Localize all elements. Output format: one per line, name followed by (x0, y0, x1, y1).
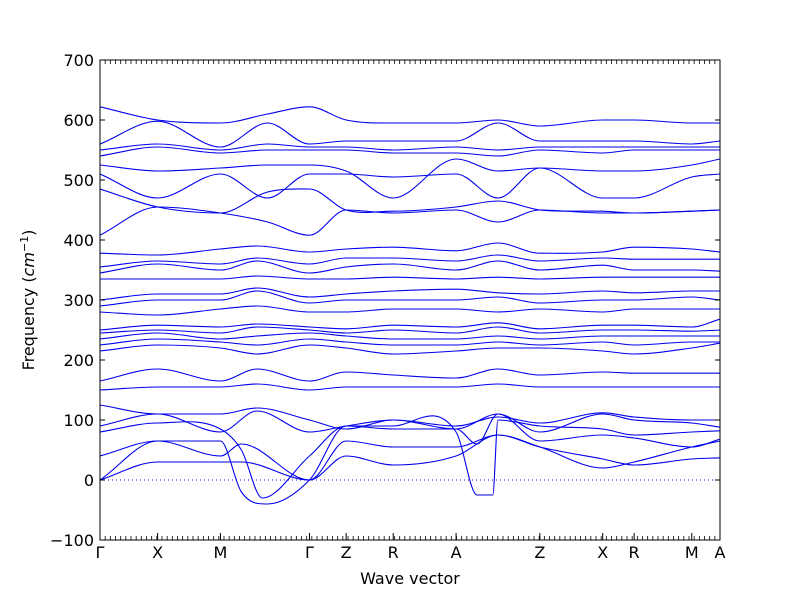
x-tick-label: Γ (96, 543, 105, 562)
band-line-14 (100, 305, 720, 316)
x-tick-label: X (597, 543, 608, 562)
y-tick-label: −100 (50, 531, 94, 550)
x-tick-label: M (214, 543, 228, 562)
x-tick-label: Z (534, 543, 545, 562)
band-line-27 (100, 120, 720, 148)
band-line-28 (100, 106, 720, 127)
y-axis-label-exponent: −1 (18, 236, 31, 252)
x-tick-label: R (388, 543, 399, 562)
band-line-5 (100, 410, 720, 433)
band-line-11 (100, 332, 720, 340)
y-tick-label: 200 (63, 351, 94, 370)
band-line-16 (100, 287, 720, 301)
y-tick-label: 400 (63, 231, 94, 250)
x-tick-label: Γ (305, 543, 314, 562)
x-axis-label: Wave vector (360, 569, 460, 588)
band-line-7 (100, 383, 720, 391)
y-tick-label: 0 (84, 471, 94, 490)
band-line-25 (100, 146, 720, 157)
band-line-8 (100, 368, 720, 382)
x-tick-label: A (715, 543, 726, 562)
y-tick-label: 300 (63, 291, 94, 310)
x-tick-label: M (685, 543, 699, 562)
y-tick-label: 600 (63, 111, 94, 130)
band-line-9 (100, 342, 720, 355)
bands-layer (100, 106, 720, 505)
band-line-3 (100, 413, 720, 505)
band-line-12 (100, 326, 720, 334)
x-tick-label: A (451, 543, 462, 562)
band-line-6 (100, 404, 720, 430)
y-axis: −100 0 100 200 300 400 500 600 700 (50, 51, 720, 550)
band-line-19 (100, 254, 720, 268)
y-axis-label: Frequency (cm−1) (18, 230, 38, 371)
band-line-26 (100, 143, 720, 151)
x-tick-label: Z (341, 543, 352, 562)
y-axis-label-text: Frequency (19, 288, 38, 371)
x-tick-label: X (152, 543, 163, 562)
band-line-15 (100, 290, 720, 307)
y-tick-label: 500 (63, 171, 94, 190)
band-line-1 (100, 434, 720, 481)
band-line-4 (100, 415, 720, 499)
band-line-24 (100, 158, 720, 199)
y-tick-label: 700 (63, 51, 94, 70)
band-line-2 (100, 434, 720, 481)
band-line-13 (100, 318, 720, 331)
band-line-22 (100, 188, 720, 214)
band-line-20 (100, 242, 720, 256)
y-axis-label-unit: cm (19, 252, 38, 276)
x-tick-label: R (629, 543, 640, 562)
band-line-18 (100, 260, 720, 274)
band-line-10 (100, 338, 720, 346)
y-tick-label: 100 (63, 411, 94, 430)
band-line-23 (100, 167, 720, 199)
band-line-17 (100, 275, 720, 280)
